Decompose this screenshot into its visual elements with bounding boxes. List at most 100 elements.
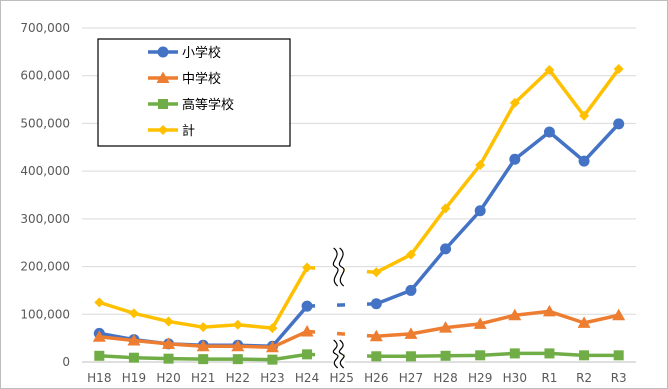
data-point [267,323,278,334]
series-中学校 [92,304,626,353]
data-point [232,354,243,365]
legend-box [97,38,291,147]
x-tick-label: H26 [364,371,388,385]
data-point [440,203,451,214]
x-axis-ticks: H18 H19 H20 H21 H22 H23 H24 H25 H26 H27 H28 H29 H30 R… [87,371,627,385]
x-tick-label: H28 [433,371,457,385]
y-tick-label: 300,000 [20,212,70,226]
data-point [579,110,590,121]
legend-label: 小学校 [182,45,221,61]
axis-break-mask [332,340,345,368]
data-point [196,339,210,352]
series-group [92,64,626,365]
series-line [374,122,621,306]
data-point [163,353,174,364]
y-tick-label: 200,000 [20,260,70,274]
data-point [509,97,520,108]
x-tick-label: R2 [576,371,592,385]
series-gap-line [307,302,377,308]
data-point [578,155,590,167]
x-tick-label: H19 [122,371,146,385]
series-line [374,67,621,275]
data-point [232,319,243,330]
y-tick-label: 600,000 [20,69,70,83]
data-point [128,308,139,319]
data-point [613,350,624,361]
data-point [371,267,382,278]
legend-item: 高等学校 [148,97,234,113]
axis-break-line [338,339,345,369]
x-tick-label: H29 [468,371,492,385]
data-point [475,159,486,170]
series-計 [94,64,624,334]
legend-marker [157,46,169,58]
data-point [302,349,313,360]
data-point [612,308,626,321]
data-point [369,329,383,342]
series-小学校 [93,118,625,352]
x-tick-label: H25 [330,371,354,385]
data-point [301,300,313,312]
data-point [300,324,314,337]
data-point [302,262,313,273]
series-line [374,309,621,338]
data-point [544,64,555,75]
data-point [94,350,105,361]
axis-breaks [332,247,345,369]
y-axis-ticks: 0 100,000 200,000 300,000 400,000 500,000 600,… [20,21,70,369]
x-tick-label: H24 [295,371,319,385]
data-point [127,334,141,346]
x-tick-label: H22 [226,371,250,385]
data-point [509,153,521,165]
data-point [198,322,209,333]
data-point [475,350,486,361]
x-tick-label: R1 [541,371,557,385]
axis-break-line [332,339,339,369]
legend-marker [156,71,170,83]
data-point [198,354,209,365]
axis-break-line [332,247,339,287]
series-line [97,265,309,330]
data-point [613,64,624,75]
data-point [405,351,416,362]
y-tick-label: 0 [62,355,70,369]
data-point [544,348,555,359]
legend-item: 小学校 [148,45,221,61]
data-point [404,327,418,339]
data-point [439,321,453,333]
legend-item: 中学校 [148,71,221,87]
data-point [405,249,416,260]
data-point [579,350,590,361]
data-point [267,354,278,365]
legend-marker [158,125,168,135]
data-point [473,317,487,329]
axis-break-line [338,247,345,287]
data-point [128,352,139,363]
legend-label: 高等学校 [182,97,234,113]
x-tick-label: R3 [611,371,627,385]
data-point [371,351,382,362]
series-gap-line [306,329,377,338]
y-tick-label: 500,000 [20,116,70,130]
data-point [613,118,625,130]
data-point [92,330,106,342]
x-tick-label: H23 [260,371,284,385]
data-point [474,205,486,217]
data-point [162,337,176,349]
y-tick-label: 100,000 [20,307,70,321]
data-point [509,348,520,359]
data-point [577,316,591,328]
data-point [405,284,417,296]
x-tick-label: H27 [399,371,423,385]
data-point [440,350,451,361]
data-point [163,316,174,327]
y-tick-label: 700,000 [20,21,70,35]
x-tick-label: H30 [503,371,527,385]
x-tick-label: H20 [156,371,180,385]
legend-item: 計 [148,123,195,139]
data-point [370,298,382,310]
data-point [543,126,555,138]
x-tick-label: H18 [87,371,111,385]
